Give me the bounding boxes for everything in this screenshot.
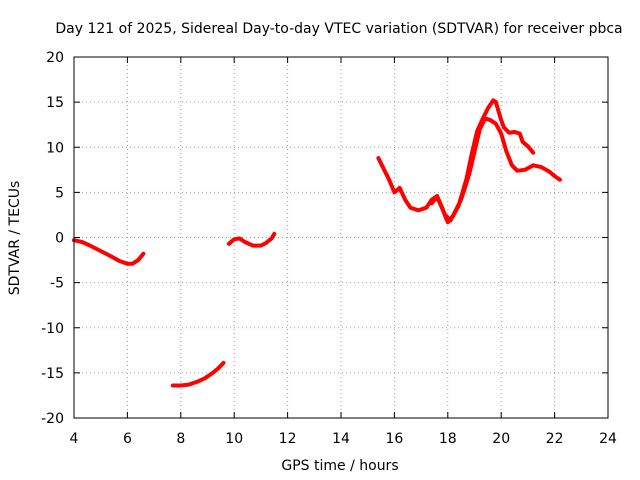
y-tick-label: -20: [41, 411, 64, 427]
x-tick-labels: 4 6 8 10 12 14 16 18 20 22 24: [70, 431, 617, 447]
x-tick-label: 10: [225, 431, 243, 447]
y-tick-label: 10: [46, 140, 64, 156]
chart-title: Day 121 of 2025, Sidereal Day-to-day VTE…: [55, 21, 622, 37]
series-segment-2: [170, 360, 226, 388]
x-tick-label: 8: [176, 431, 185, 447]
y-axis-label: SDTVAR / TECUs: [7, 181, 23, 296]
y-tick-label: 20: [46, 50, 64, 66]
y-tick-label: 15: [46, 95, 64, 111]
x-axis-label: GPS time / hours: [281, 458, 398, 474]
series-segment-5: [429, 98, 536, 223]
y-tick-label: 5: [55, 185, 64, 201]
axis-ticks: [73, 56, 609, 419]
y-tick-label: -10: [41, 321, 64, 337]
grid-lines: [74, 57, 608, 418]
x-tick-label: 6: [123, 431, 132, 447]
y-tick-label: -5: [50, 276, 64, 292]
series-segment-1: [72, 238, 146, 266]
x-tick-label: 24: [599, 431, 617, 447]
x-tick-label: 4: [70, 431, 79, 447]
x-tick-label: 16: [385, 431, 403, 447]
y-tick-label: -15: [41, 366, 64, 382]
x-tick-label: 20: [492, 431, 510, 447]
x-tick-label: 12: [279, 431, 297, 447]
x-tick-label: 14: [332, 431, 350, 447]
series-segment-3: [226, 231, 277, 248]
y-tick-label: 0: [55, 231, 64, 247]
data-series: [72, 98, 562, 388]
x-tick-label: 18: [439, 431, 457, 447]
x-tick-label: 22: [546, 431, 564, 447]
y-tick-labels: -20 -15 -10 -5 0 5 10 15 20: [41, 50, 64, 427]
